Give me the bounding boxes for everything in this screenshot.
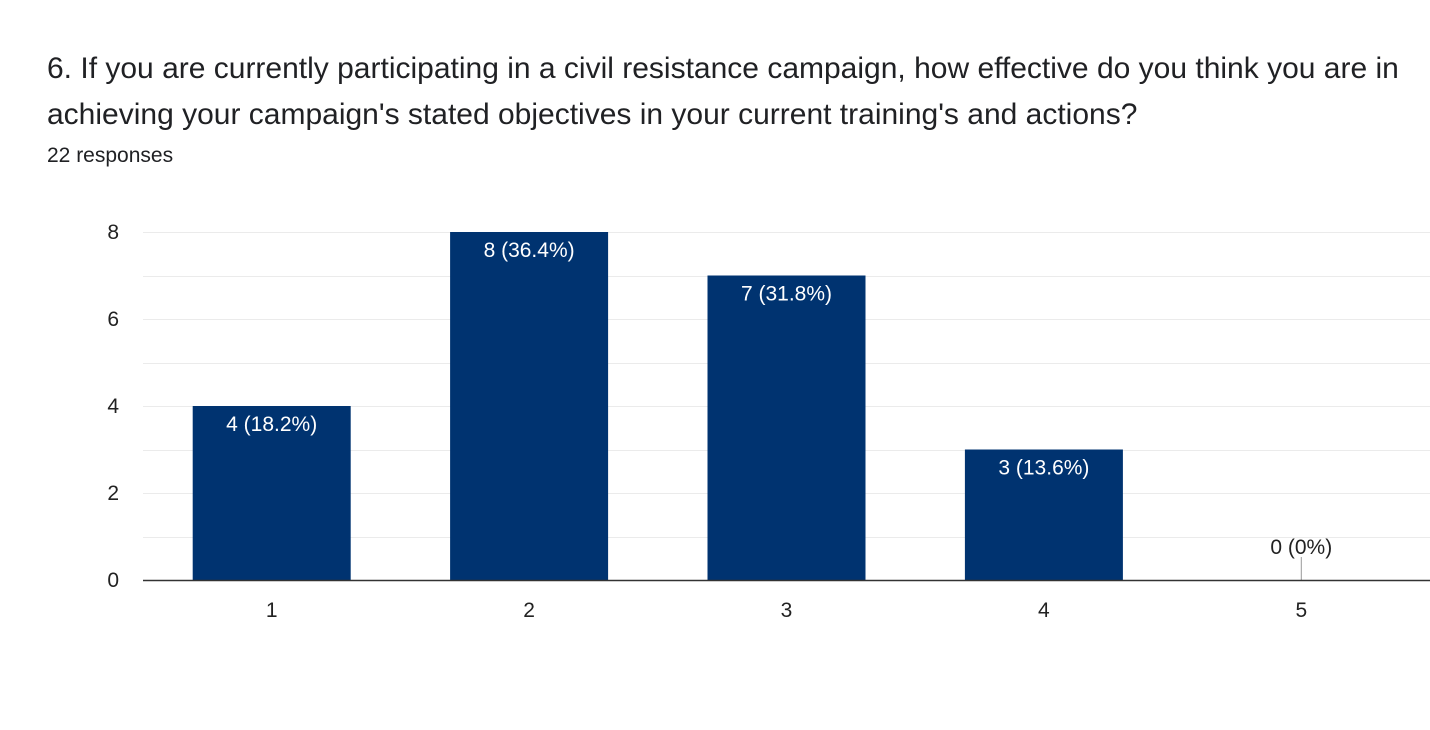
- data-label: 0 (0%): [1270, 536, 1332, 559]
- x-tick-label: 5: [1295, 599, 1307, 622]
- x-tick-label: 2: [523, 599, 535, 622]
- bar-4: [964, 449, 1123, 580]
- y-axis-ticks: 0 2 4 6 8: [107, 221, 119, 592]
- bar-3: [707, 275, 866, 580]
- data-label: 8 (36.4%): [484, 239, 575, 262]
- data-label: 4 (18.2%): [226, 413, 317, 436]
- data-label: 7 (31.8%): [741, 283, 832, 306]
- x-tick-label: 4: [1038, 599, 1050, 622]
- response-count: 22 responses: [47, 144, 174, 167]
- data-label: 3 (13.6%): [998, 457, 1089, 480]
- x-tick-label: 3: [781, 599, 793, 622]
- question-title: 6. If you are currently participating in…: [47, 52, 1399, 131]
- x-axis-ticks: 1 2 3 4 5: [266, 599, 1307, 622]
- x-tick-label: 1: [266, 599, 278, 622]
- bar-1: [192, 406, 351, 580]
- bar-2: [450, 232, 609, 580]
- bars: [192, 232, 1302, 580]
- data-labels: 4 (18.2%) 8 (36.4%) 7 (31.8%) 3 (13.6%) 0 (0…: [226, 239, 1332, 559]
- y-tick-label: 8: [107, 221, 119, 244]
- y-tick-label: 2: [107, 482, 119, 505]
- y-tick-label: 4: [107, 395, 119, 418]
- y-tick-label: 0: [107, 569, 119, 592]
- y-tick-label: 6: [107, 308, 119, 331]
